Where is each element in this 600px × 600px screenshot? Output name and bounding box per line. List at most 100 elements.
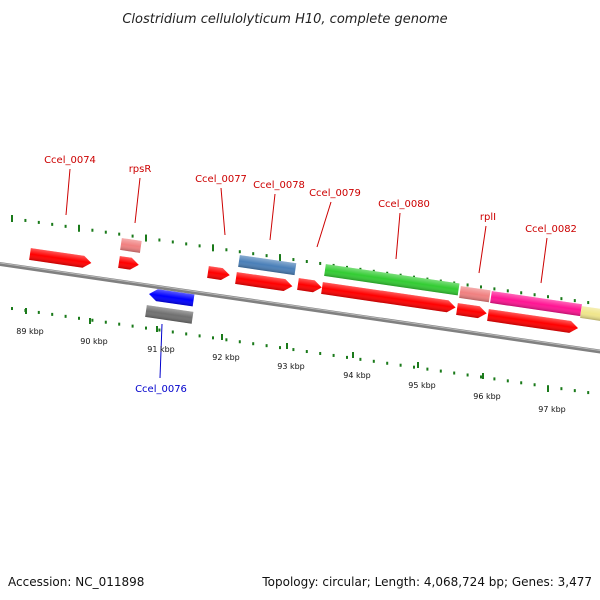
- kbp-tick-label: 90 kbp: [80, 337, 108, 346]
- scale-dot: [225, 248, 228, 252]
- scale-dot: [265, 344, 268, 348]
- feature-Ccel_0082-cds[interactable]: [487, 309, 579, 334]
- scale-dot: [131, 324, 134, 328]
- scale-dot: [212, 336, 214, 340]
- feature-Ccel_0079[interactable]: [297, 278, 322, 293]
- kbp-tick-label: 97 kbp: [538, 405, 566, 414]
- scale-dot: [145, 326, 147, 330]
- scale-dot: [292, 258, 295, 262]
- kbp-tick-label: 91 kbp: [147, 345, 175, 354]
- leader-line: [540, 237, 548, 284]
- feature-Ccel_0082[interactable]: [490, 291, 582, 317]
- kbp-tick-label: 92 kbp: [212, 353, 240, 362]
- scale-dot: [11, 307, 13, 311]
- scale-dot: [466, 283, 469, 287]
- gene-label-Ccel_0082[interactable]: Ccel_0082: [525, 224, 577, 235]
- feature-Ccel_0074[interactable]: [29, 248, 92, 269]
- scale-dot: [78, 316, 80, 320]
- scale-dot: [533, 293, 536, 297]
- scale-dot: [533, 383, 536, 387]
- feature-rpsR[interactable]: [120, 238, 142, 253]
- leader-line: [395, 212, 401, 260]
- scale-dot: [238, 250, 241, 254]
- scale-dot: [560, 387, 563, 391]
- scale-dot: [212, 244, 214, 252]
- scale-dot: [64, 224, 67, 228]
- label-leaders: [65, 168, 548, 379]
- scale-dot: [91, 228, 94, 232]
- gene-label-rpsR[interactable]: rpsR: [129, 164, 152, 175]
- scale-dot: [279, 346, 281, 350]
- scale-dot: [493, 377, 496, 381]
- feature-Ccel_0076[interactable]: [148, 288, 195, 307]
- gene-label-Ccel_0076[interactable]: Ccel_0076: [135, 384, 187, 395]
- kbp-tick-label: 95 kbp: [408, 381, 436, 390]
- gene-labels: Ccel_0074 rpsR Ccel_0077 Ccel_0078 Ccel_0079…: [44, 155, 577, 395]
- leader-line: [134, 177, 141, 224]
- kbp-ticks: 89 kbp 90 kbp 91 kbp 92 kbp 93 kbp 94 kbp 95 k…: [16, 308, 566, 414]
- scale-dot: [520, 291, 523, 295]
- scale-dot: [51, 222, 54, 226]
- scale-dot: [64, 314, 67, 318]
- scale-dot: [78, 224, 80, 232]
- genome-backbone: [0, 261, 600, 354]
- scale-dot: [305, 350, 308, 354]
- scale-dot: [225, 338, 228, 342]
- gene-label-Ccel_0078[interactable]: Ccel_0078: [253, 180, 305, 191]
- feature-Ccel_0080-cds[interactable]: [321, 282, 456, 313]
- feature-rplI-cds[interactable]: [456, 303, 487, 319]
- feature-rplI[interactable]: [459, 286, 491, 303]
- scale-dot: [104, 320, 107, 324]
- scale-dot: [279, 254, 281, 262]
- accession-text: Accession: NC_011898: [8, 575, 144, 589]
- scale-dot: [24, 218, 27, 222]
- scale-dot: [104, 230, 107, 234]
- scale-dot: [145, 234, 147, 242]
- gene-label-rplI[interactable]: rplI: [480, 212, 496, 223]
- scale-dot: [131, 234, 134, 238]
- leader-line: [220, 187, 226, 236]
- feature-next-gene[interactable]: [580, 306, 600, 323]
- feature-rpsR-cds[interactable]: [118, 256, 140, 271]
- feature-Ccel_0077[interactable]: [207, 266, 231, 281]
- scale-dot: [171, 330, 174, 334]
- feature-Ccel_0078-cds[interactable]: [235, 272, 293, 292]
- scale-dot: [506, 289, 509, 293]
- gene-label-Ccel_0077[interactable]: Ccel_0077: [195, 174, 247, 185]
- feature-track: [29, 238, 600, 334]
- scale-dot: [37, 310, 40, 314]
- scale-dot: [185, 332, 188, 336]
- scale-dot: [520, 381, 523, 385]
- leader-line: [65, 168, 71, 216]
- scale-dot: [372, 359, 375, 363]
- scale-dot: [547, 295, 549, 299]
- scale-dot: [453, 371, 456, 375]
- scale-dot: [413, 365, 415, 369]
- scale-dot: [171, 240, 174, 244]
- feature-Ccel_0080[interactable]: [324, 264, 460, 296]
- scale-dot: [198, 334, 201, 338]
- scale-dot: [573, 389, 576, 393]
- scale-dot: [91, 318, 94, 322]
- map-title: Clostridium cellulolyticum H10, complete…: [122, 12, 447, 27]
- scale-dot: [252, 252, 255, 256]
- scale-dot: [305, 260, 308, 264]
- scale-dot: [332, 353, 335, 357]
- leader-line: [478, 225, 487, 274]
- gene-label-Ccel_0079[interactable]: Ccel_0079: [309, 188, 361, 199]
- scale-dot: [439, 369, 442, 373]
- scale-dot: [506, 379, 509, 383]
- scale-dot: [560, 297, 563, 301]
- genome-summary-text: Topology: circular; Length: 4,068,724 bp…: [261, 575, 592, 589]
- feature-Ccel_0078[interactable]: [238, 255, 297, 276]
- gene-label-Ccel_0074[interactable]: Ccel_0074: [44, 155, 96, 166]
- gene-label-Ccel_0080[interactable]: Ccel_0080: [378, 199, 430, 210]
- kbp-tick-label: 89 kbp: [16, 327, 44, 336]
- scale-dot: [587, 391, 590, 395]
- scale-dot: [399, 363, 402, 367]
- scale-dot: [118, 322, 121, 326]
- feature-Ccel_0076-gene[interactable]: [145, 305, 194, 324]
- scale-dot: [426, 367, 429, 371]
- scale-dot: [587, 301, 590, 305]
